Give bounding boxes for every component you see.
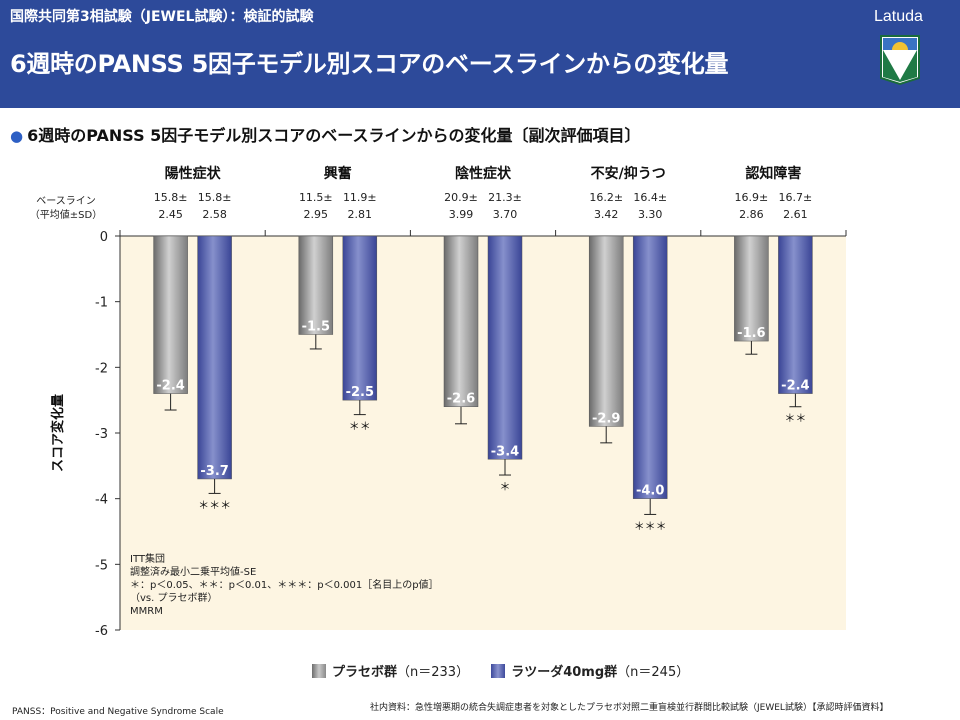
bar	[153, 235, 188, 394]
baseline-mean: 11.5±	[299, 191, 333, 204]
footer-source: 社内資料：急性増悪期の統合失調症患者を対象としたプラセボ対照二重盲検並行群間比較…	[370, 703, 889, 713]
data-label: -2.6	[447, 392, 475, 407]
brand-name: Latuda	[874, 8, 923, 25]
data-label: -3.7	[200, 464, 228, 479]
significance-marker: ＊＊＊	[198, 498, 231, 511]
note-comparison: （vs. プラセボ群）	[130, 593, 218, 604]
legend-label-latuda: ラツーダ40mg群	[511, 665, 618, 680]
significance-marker: ＊	[500, 480, 511, 493]
y-tick-label: -3	[95, 427, 108, 442]
significance-marker: ＊＊	[784, 412, 806, 425]
baseline-sd: 2.81	[348, 208, 373, 221]
baseline-mean: 16.2±	[589, 191, 623, 204]
baseline-mean: 16.9±	[735, 191, 769, 204]
baseline-sd: 3.99	[449, 208, 474, 221]
baseline-mean: 11.9±	[343, 191, 377, 204]
chart-subtitle-text: 6週時のPANSS 5因子モデル別スコアのベースラインからの変化量〔副次評価項目…	[27, 126, 641, 145]
baseline-sd: 2.86	[739, 208, 764, 221]
y-tick-label: 0	[100, 230, 108, 245]
bar	[342, 235, 378, 401]
bar	[298, 235, 334, 335]
data-label: -2.4	[156, 379, 184, 394]
plot-area	[120, 236, 846, 630]
legend-swatch-latuda	[491, 664, 506, 678]
bar	[588, 235, 624, 427]
data-label: -2.4	[781, 379, 809, 394]
baseline-mean: 21.3±	[488, 191, 522, 204]
significance-marker: ＊＊	[349, 420, 371, 433]
page-title: 6週時のPANSS 5因子モデル別スコアのベースラインからの変化量	[10, 50, 729, 78]
baseline-label-sub: （平均値±SD）	[30, 208, 102, 221]
category-label: 陽性症状	[165, 165, 222, 182]
header-banner: 国際共同第3相試験（JEWEL試験）：検証的試験 6週時のPANSS 5因子モデ…	[0, 0, 960, 108]
chart-legend: プラセボ群（n＝233） ラツーダ40mg群（n＝245）	[312, 661, 707, 680]
baseline-label: ベースライン	[36, 195, 96, 207]
data-label: -3.4	[491, 444, 519, 459]
chart-subtitle: ● 6週時のPANSS 5因子モデル別スコアのベースラインからの変化量〔副次評価項…	[10, 122, 641, 146]
data-label: -2.9	[592, 411, 620, 426]
category-label: 認知障害	[745, 165, 801, 182]
baseline-mean: 15.8±	[198, 191, 232, 204]
bar	[443, 235, 479, 407]
y-tick-label: -5	[95, 558, 108, 573]
chart-notes: ITT集団 調整済み最小二乗平均値-SE ＊：p＜0.05、＊＊：p＜0.01、…	[130, 553, 439, 618]
data-label: -1.5	[302, 320, 330, 335]
baseline-sd: 3.30	[638, 208, 663, 221]
baseline-sd: 3.42	[594, 208, 619, 221]
study-supertitle: 国際共同第3相試験（JEWEL試験）：検証的試験	[10, 9, 314, 25]
y-tick-label: -4	[95, 493, 108, 508]
legend-item-latuda: ラツーダ40mg群（n＝245）	[491, 661, 689, 680]
legend-swatch-placebo	[312, 664, 326, 678]
footer-abbreviation: PANSS：Positive and Negative Syndrome Sca…	[12, 707, 224, 717]
baseline-mean: 20.9±	[444, 191, 478, 204]
baseline-mean: 16.4±	[633, 191, 667, 204]
y-axis-label: スコア変化量	[50, 394, 66, 472]
data-label: -2.5	[346, 385, 374, 400]
legend-label-placebo: プラセボ群	[332, 665, 398, 680]
category-label: 不安/抑うつ	[591, 165, 666, 182]
y-tick-label: -2	[95, 361, 108, 376]
baseline-mean: 15.8±	[154, 191, 188, 204]
bar	[487, 235, 523, 460]
y-tick-label: -1	[95, 296, 108, 311]
data-label: -1.6	[737, 326, 765, 341]
bar	[778, 235, 813, 394]
legend-n-latuda: （n＝245）	[617, 665, 690, 680]
significance-marker: ＊＊＊	[634, 519, 667, 532]
baseline-sd: 2.95	[304, 208, 329, 221]
note-statistic: 調整済み最小二乗平均値-SE	[130, 567, 257, 578]
y-tick-label: -6	[95, 624, 108, 639]
bar	[197, 235, 232, 480]
category-label: 陰性症状	[455, 165, 512, 182]
baseline-sd: 2.61	[783, 208, 808, 221]
baseline-sd: 2.45	[158, 208, 183, 221]
bullet-icon: ●	[10, 127, 24, 145]
baseline-sd: 2.58	[202, 208, 227, 221]
bar	[734, 235, 769, 342]
bar	[632, 235, 668, 499]
note-population: ITT集団	[130, 554, 165, 565]
note-significance: ＊：p＜0.05、＊＊：p＜0.01、＊＊＊：p＜0.001［名目上のp値］	[130, 580, 439, 591]
data-label: -4.0	[636, 484, 664, 499]
category-label: 興奮	[324, 165, 352, 182]
latuda-logo-icon	[880, 35, 920, 86]
note-model: MMRM	[130, 606, 163, 617]
legend-item-placebo: プラセボ群（n＝233）	[312, 661, 469, 680]
legend-n-placebo: （n＝233）	[397, 665, 470, 680]
bar-chart: 0 -1 -2 -3 -4 -5 -6 スコア変化量 ベースライン（平均値±SD） 陽性症状 15.…	[30, 165, 847, 639]
baseline-mean: 16.7±	[779, 191, 813, 204]
baseline-sd: 3.70	[493, 208, 518, 221]
